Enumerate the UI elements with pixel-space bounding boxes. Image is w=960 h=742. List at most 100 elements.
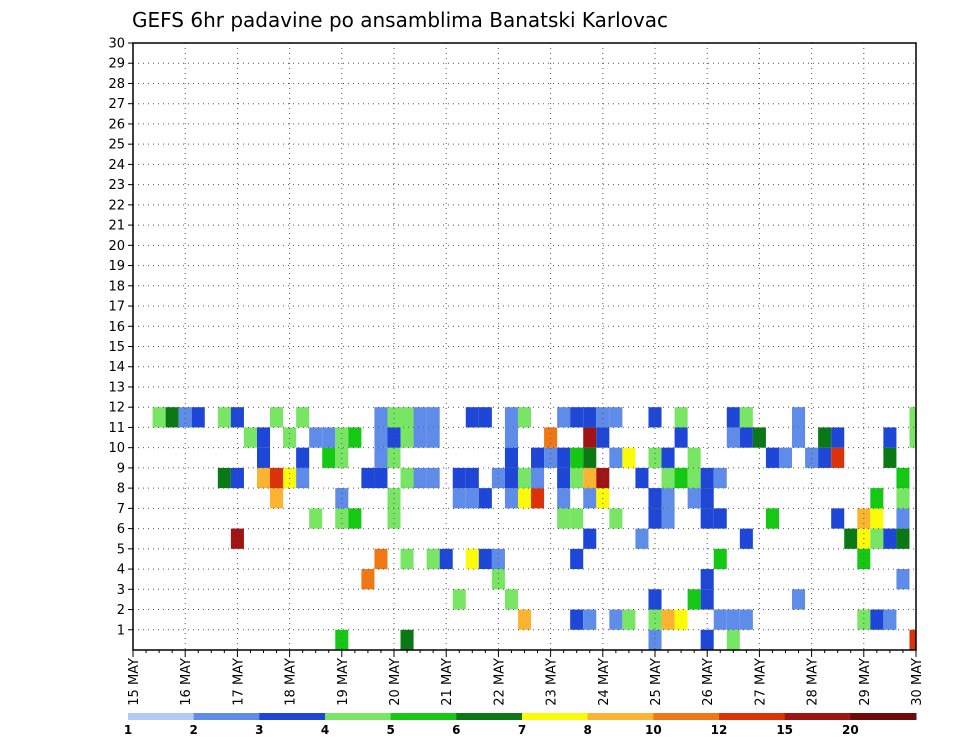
- heatmap-cell: [661, 609, 675, 630]
- heatmap-cell: [570, 447, 584, 468]
- heatmap-cell: [583, 488, 597, 509]
- heatmap-cell: [661, 447, 675, 468]
- heatmap-cell: [752, 427, 766, 448]
- heatmap-cell: [700, 569, 714, 590]
- heatmap-cell: [491, 569, 505, 590]
- y-tick-label: 25: [108, 138, 125, 153]
- heatmap-cell: [400, 548, 414, 570]
- heatmap-cell: [661, 508, 675, 529]
- heatmap-cell: [517, 488, 532, 509]
- heatmap-cell: [857, 609, 871, 630]
- heatmap-cell: [570, 548, 584, 570]
- heatmap-cell: [387, 427, 401, 448]
- x-tick-label: 25 MAY: [649, 658, 664, 706]
- y-tick-label: 20: [108, 239, 125, 254]
- heatmap-cell: [517, 407, 532, 428]
- heatmap-cell: [700, 589, 714, 610]
- y-tick-label: 27: [108, 97, 125, 112]
- heatmap-cell: [726, 427, 740, 448]
- x-tick-label: 30 MAY: [910, 658, 925, 706]
- heatmap-cell: [387, 447, 401, 468]
- heatmap-cell: [296, 407, 310, 428]
- heatmap-cell: [909, 407, 916, 428]
- heatmap-cell: [296, 447, 310, 468]
- heatmap-cell: [596, 427, 610, 448]
- heatmap-cell: [361, 467, 375, 489]
- heatmap-cell: [309, 508, 323, 529]
- heatmap-cell: [557, 488, 571, 509]
- heatmap-cell: [583, 407, 597, 428]
- heatmap-cell: [296, 467, 310, 489]
- heatmap-cell: [570, 609, 584, 630]
- heatmap-cell: [335, 629, 349, 650]
- heatmap-cell: [517, 609, 532, 630]
- heatmap-cell: [152, 407, 166, 428]
- heatmap-cell: [400, 427, 414, 448]
- heatmap-cell: [739, 407, 753, 428]
- y-tick-label: 26: [108, 117, 125, 132]
- heatmap-cell: [256, 427, 271, 448]
- heatmap-cell: [570, 508, 584, 529]
- heatmap-cell: [335, 427, 349, 448]
- heatmap-cell: [818, 447, 832, 468]
- heatmap-cell: [609, 447, 623, 468]
- heatmap-cell: [531, 488, 545, 509]
- heatmap-cell: [504, 407, 518, 428]
- legend-label: 8: [583, 723, 591, 737]
- heatmap-cell: [674, 427, 688, 448]
- heatmap-cell: [648, 407, 662, 428]
- heatmap-cell: [478, 407, 492, 428]
- x-tick-label: 17 MAY: [231, 658, 246, 706]
- heatmap-cell: [687, 467, 701, 489]
- y-tick-label: 1: [117, 623, 125, 638]
- heatmap-cell: [465, 488, 479, 509]
- heatmap-cell: [739, 427, 753, 448]
- legend-swatch: [259, 713, 326, 720]
- heatmap-cell: [713, 609, 727, 630]
- heatmap-cell: [570, 407, 584, 428]
- grid-lines: [133, 43, 916, 650]
- legend-label: 10: [645, 723, 662, 737]
- heatmap-cell: [374, 548, 388, 570]
- heatmap-cell: [844, 528, 858, 549]
- x-tick-label: 22 MAY: [492, 658, 507, 706]
- heatmap-cell: [361, 569, 375, 590]
- heatmap-cell: [322, 447, 336, 468]
- heatmap-cell: [870, 488, 884, 509]
- legend-label: 3: [255, 723, 263, 737]
- y-tick-label: 15: [108, 340, 125, 355]
- heatmap-cell: [896, 528, 910, 549]
- heatmap-cell: [831, 447, 845, 468]
- heatmap-cell: [883, 528, 897, 549]
- y-tick-label: 3: [117, 583, 125, 598]
- y-tick-label: 19: [108, 259, 125, 274]
- x-tick-label: 15 MAY: [127, 658, 142, 706]
- heatmap-cell: [426, 467, 440, 489]
- heatmap-cell: [687, 488, 701, 509]
- y-tick-label: 22: [108, 198, 125, 213]
- heatmap-cell: [583, 528, 597, 549]
- heatmap-cell: [348, 427, 362, 448]
- heatmap-cell: [805, 447, 819, 468]
- heatmap-cell: [544, 447, 558, 468]
- y-tick-label: 13: [108, 380, 125, 395]
- y-tick-label: 24: [108, 158, 125, 173]
- legend-label: 6: [452, 723, 460, 737]
- y-axis: 1234567891011121314151617181920212223242…: [108, 37, 133, 638]
- heatmap-cell: [792, 407, 806, 428]
- heatmap-cell: [778, 447, 793, 468]
- heatmap-cell: [739, 528, 753, 549]
- heatmap-cell: [909, 629, 916, 650]
- heatmap-cell: [700, 629, 714, 650]
- y-tick-label: 11: [108, 421, 125, 436]
- heatmap-cell: [713, 548, 727, 570]
- y-tick-label: 5: [117, 542, 125, 557]
- heatmap-cell: [374, 427, 388, 448]
- x-tick-label: 19 MAY: [336, 658, 351, 706]
- heatmap-cell: [230, 407, 244, 428]
- heatmap-cell: [387, 407, 401, 428]
- y-tick-label: 18: [108, 279, 125, 294]
- heatmap-cell: [191, 407, 205, 428]
- heatmap-cell: [478, 488, 492, 509]
